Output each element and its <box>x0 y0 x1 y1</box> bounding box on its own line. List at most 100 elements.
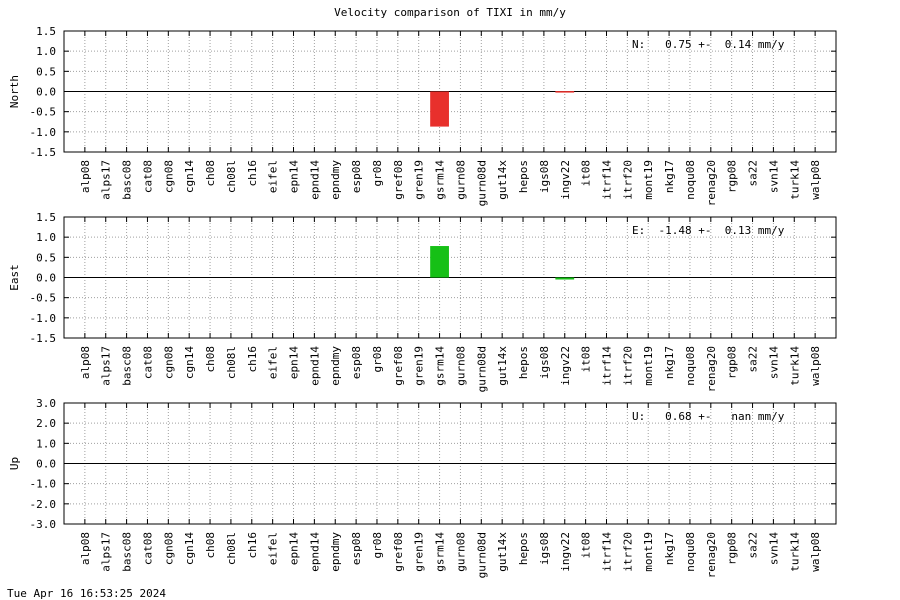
y-tick-label: 0.0 <box>36 272 56 285</box>
x-tick-label: cgn14 <box>183 532 196 565</box>
x-tick-label: epn14 <box>288 160 301 193</box>
x-tick-label: mont19 <box>642 532 655 572</box>
x-tick-label: itrf20 <box>621 532 634 572</box>
x-tick-label: sa22 <box>747 346 760 373</box>
x-tick-label: cgn08 <box>162 160 175 193</box>
plot-frame <box>63 402 837 525</box>
x-tick-label: epndmy <box>329 160 342 200</box>
x-tick-label: it08 <box>580 532 593 559</box>
x-tick-label: ingv22 <box>559 532 572 572</box>
plot-frame <box>63 30 837 153</box>
velocity-annotation: E: -1.48 +- 0.13 mm/y <box>632 224 785 237</box>
y-tick-label: -1.0 <box>30 126 57 139</box>
y-tick-label: -3.0 <box>30 518 57 531</box>
x-tick-label: gurn08 <box>454 532 467 572</box>
x-tick-label: svn14 <box>767 532 780 565</box>
x-tick-label: esp08 <box>350 532 363 565</box>
bar-gsrm14 <box>430 246 449 278</box>
velocity-annotation: U: 0.68 +- nan mm/y <box>632 410 785 423</box>
x-tick-label: basc08 <box>121 160 134 200</box>
x-tick-label: esp08 <box>350 346 363 379</box>
x-tick-label: cgn08 <box>162 346 175 379</box>
x-tick-label: turk14 <box>788 346 801 386</box>
x-tick-label: svn14 <box>767 160 780 193</box>
x-tick-label: ch16 <box>246 160 259 187</box>
x-tick-label: walp08 <box>809 160 822 200</box>
x-tick-label: alps17 <box>100 160 113 200</box>
x-tick-label: ingv22 <box>559 346 572 386</box>
y-tick-label: 1.0 <box>36 45 56 58</box>
x-tick-label: epn14 <box>288 346 301 379</box>
y-tick-label: -1.5 <box>30 146 57 159</box>
x-tick-label: sa22 <box>747 160 760 187</box>
timestamp-footer: Tue Apr 16 16:53:25 2024 <box>7 587 166 600</box>
x-tick-label: gref08 <box>392 346 405 386</box>
x-tick-label: it08 <box>580 160 593 187</box>
bar-gsrm14 <box>430 91 449 127</box>
y-tick-label: -1.0 <box>30 478 57 491</box>
x-tick-label: rgp08 <box>726 160 739 193</box>
x-tick-label: nkg17 <box>663 346 676 379</box>
x-tick-label: gr08 <box>371 346 384 373</box>
x-tick-label: gsrm14 <box>434 532 447 572</box>
x-tick-label: alp08 <box>79 346 92 379</box>
x-tick-label: hepos <box>517 532 530 565</box>
x-tick-label: mont19 <box>642 346 655 386</box>
x-tick-label: itrf14 <box>600 532 613 572</box>
x-tick-label: epnd14 <box>308 160 321 200</box>
x-tick-label: svn14 <box>767 346 780 379</box>
x-tick-label: igs08 <box>538 532 551 565</box>
x-tick-label: gut14x <box>496 532 509 572</box>
x-tick-label: ch08l <box>225 160 238 193</box>
x-tick-label: ch16 <box>246 346 259 373</box>
y-tick-label: 2.0 <box>36 417 56 430</box>
x-tick-label: epnd14 <box>308 532 321 572</box>
x-tick-label: gurn08d <box>475 160 488 206</box>
x-tick-label: gren19 <box>413 160 426 200</box>
y-tick-label: 0.0 <box>36 86 56 99</box>
x-tick-label: igs08 <box>538 160 551 193</box>
y-tick-label: 0.5 <box>36 251 56 264</box>
velocity-annotation: N: 0.75 +- 0.14 mm/y <box>632 38 785 51</box>
y-tick-label: -1.5 <box>30 332 57 345</box>
x-tick-label: noqu08 <box>684 160 697 200</box>
x-tick-label: gurn08 <box>454 346 467 386</box>
x-tick-label: gsrm14 <box>434 346 447 386</box>
x-tick-label: nkg17 <box>663 160 676 193</box>
y-tick-label: -1.0 <box>30 312 57 325</box>
x-tick-label: ch16 <box>246 532 259 559</box>
x-tick-label: cgn14 <box>183 160 196 193</box>
x-tick-label: esp08 <box>350 160 363 193</box>
x-tick-label: ch08 <box>204 346 217 373</box>
x-tick-label: turk14 <box>788 160 801 200</box>
x-tick-label: epn14 <box>288 532 301 565</box>
x-tick-label: basc08 <box>121 532 134 572</box>
x-tick-label: sa22 <box>747 532 760 559</box>
x-tick-label: renag20 <box>705 532 718 578</box>
x-tick-label: epnd14 <box>308 346 321 386</box>
x-tick-label: turk14 <box>788 532 801 572</box>
panel-east: 1.5 1.0 0.5 0.0 -0.5 -1.0 -1.5 alp08 alps17 basc0… <box>8 211 837 392</box>
x-tick-label: gr08 <box>371 160 384 187</box>
x-tick-label: basc08 <box>121 346 134 386</box>
x-tick-label: gref08 <box>392 160 405 200</box>
x-tick-label: alp08 <box>79 532 92 565</box>
x-tick-label: hepos <box>517 346 530 379</box>
x-tick-label: cgn14 <box>183 346 196 379</box>
x-tick-label: gren19 <box>413 346 426 386</box>
x-tick-label: alps17 <box>100 532 113 572</box>
x-tick-label: walp08 <box>809 346 822 386</box>
x-tick-label: cat08 <box>141 160 154 193</box>
chart-title: Velocity comparison of TIXI in mm/y <box>334 6 566 19</box>
x-tick-label: itrf14 <box>600 346 613 386</box>
bar-ingv22 <box>555 277 575 280</box>
y-tick-label: 0.0 <box>36 458 56 471</box>
x-tick-label: noqu08 <box>684 532 697 572</box>
y-axis-label: East <box>8 264 21 291</box>
bar-ingv22 <box>555 91 575 93</box>
x-tick-label: mont19 <box>642 160 655 200</box>
x-tick-label: it08 <box>580 346 593 373</box>
plot-frame <box>63 216 837 339</box>
x-tick-label: igs08 <box>538 346 551 379</box>
